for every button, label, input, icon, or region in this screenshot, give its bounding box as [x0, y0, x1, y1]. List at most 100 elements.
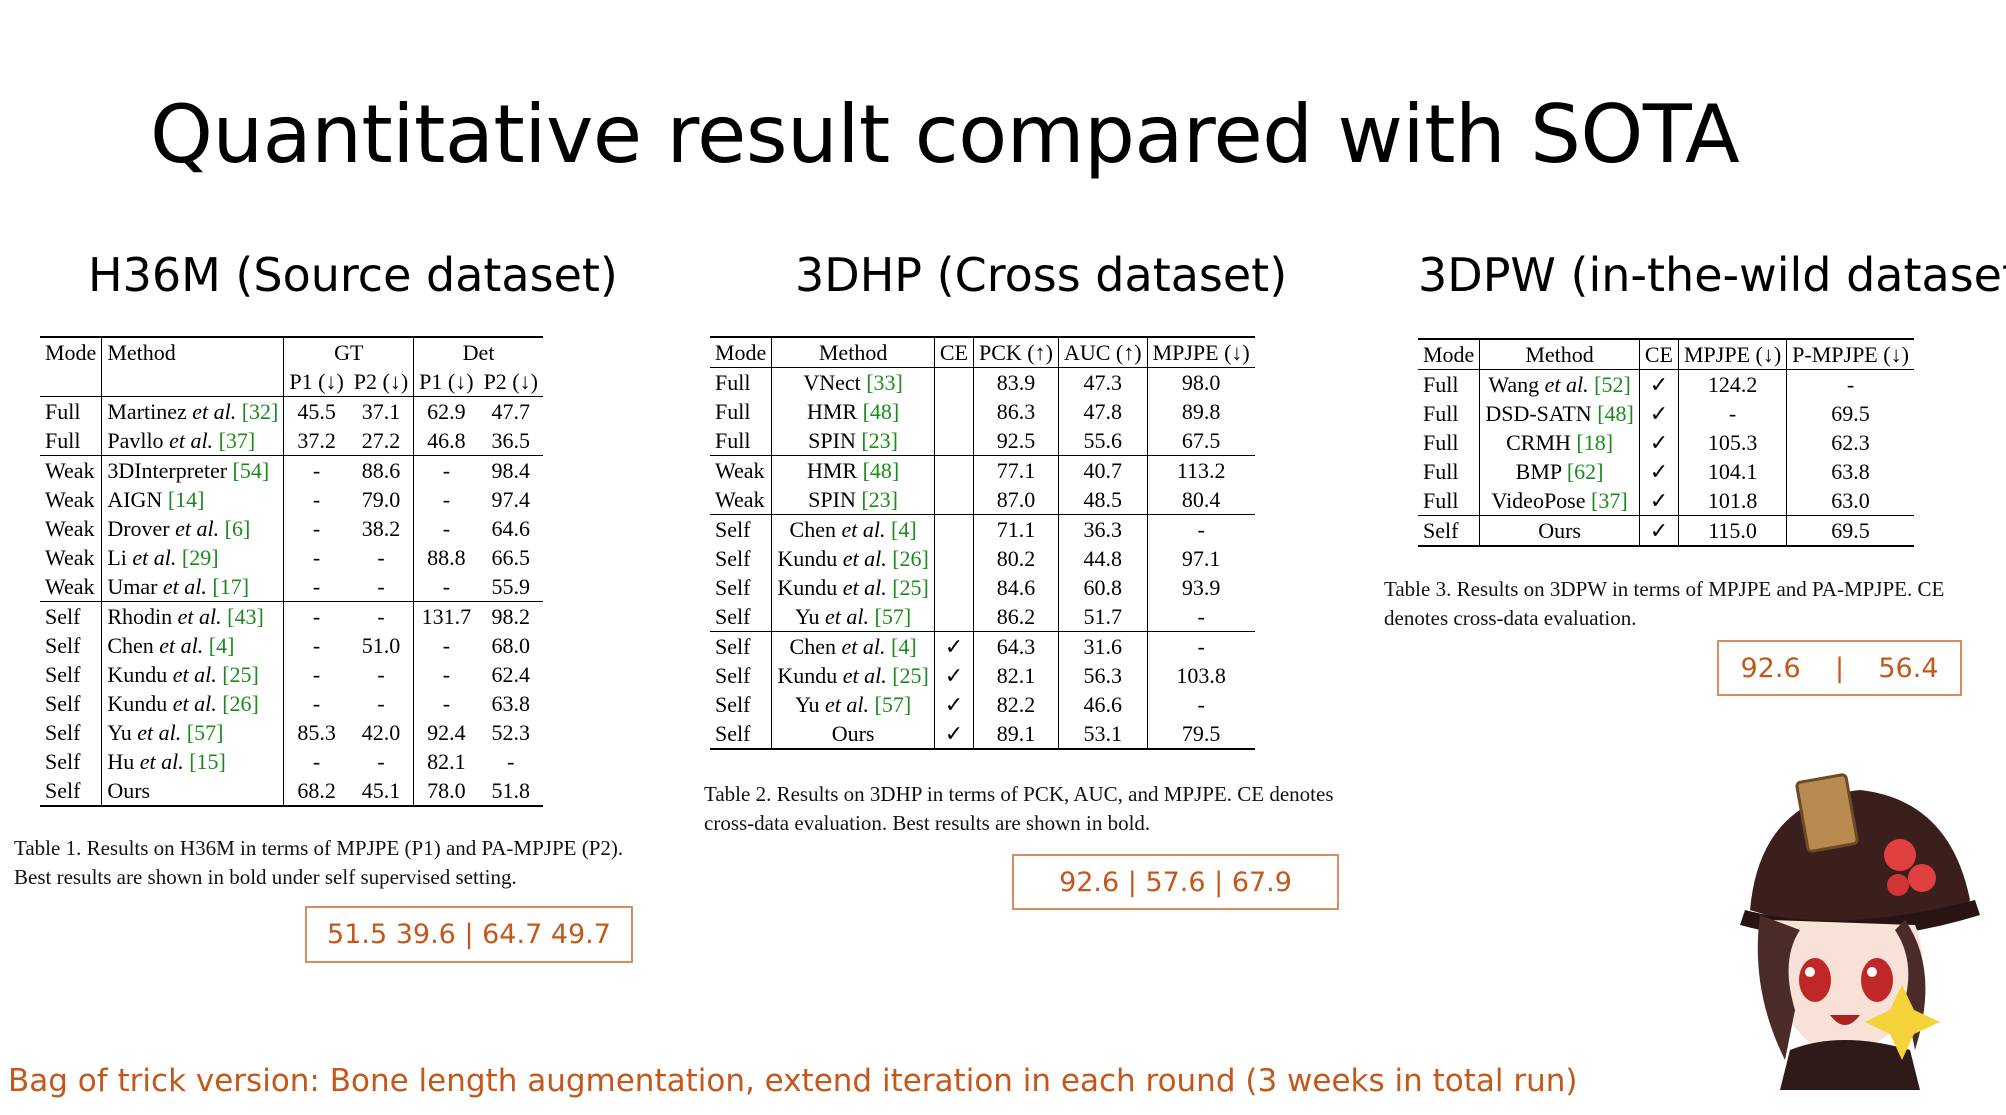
- table-cell: 42.0: [348, 718, 415, 747]
- table-cell: -: [442, 662, 451, 687]
- table-cell: 85.3: [297, 720, 336, 745]
- table-cell: 40.7: [1058, 455, 1148, 485]
- table-cell: [934, 367, 975, 397]
- col-mpjpe: MPJPE (↓): [1678, 339, 1788, 370]
- col-mpjpe: MPJPE (↓): [1147, 337, 1255, 368]
- table-cell: Self: [710, 573, 773, 602]
- table-row: Self Kundu et al. [26] 80.2 44.8 97.1: [710, 544, 1255, 573]
- table-cell: Self: [710, 544, 773, 573]
- table-row: Self Ours ✓ 89.1 53.1 79.5: [710, 719, 1255, 749]
- table-cell: ✓: [934, 661, 975, 690]
- citation-ref: [23]: [855, 487, 899, 512]
- table-cell: Yu et al. [57]: [101, 718, 285, 747]
- citation-ref: [17]: [206, 574, 250, 599]
- table-cell: 83.9: [973, 367, 1059, 397]
- table-cell: 36.3: [1058, 514, 1148, 544]
- table-row: Full Pavllo et al. [37] 37.2 27.2 46.8 36.5: [40, 426, 543, 456]
- table-cell: 69.5: [1831, 401, 1870, 426]
- citation-ref: [57]: [181, 720, 224, 745]
- table-cell: 92.5: [973, 426, 1059, 456]
- table-cell: Full: [40, 426, 103, 456]
- table-cell: 45.5: [297, 399, 336, 424]
- table-row: Self Yu et al. [57] 85.3 42.0 92.4 52.3: [40, 718, 543, 747]
- table-cell: -: [442, 633, 451, 658]
- col-mode: Mode: [40, 337, 103, 367]
- table-cell: -: [312, 545, 321, 570]
- citation-ref: [26]: [886, 546, 929, 571]
- table-row: Self Chen et al. [4] - 51.0 - 68.0: [40, 631, 543, 660]
- 3dpw-caption: Table 3. Results on 3DPW in terms of MPJ…: [1384, 577, 1945, 630]
- table-cell: 98.0: [1181, 370, 1221, 395]
- table-cell: ✓: [1639, 428, 1679, 457]
- table-cell: Full: [710, 426, 773, 456]
- table-cell: ✓: [1639, 457, 1679, 486]
- table-cell: -: [312, 574, 321, 599]
- h36m-heading: H36M (Source dataset): [88, 248, 618, 302]
- table-cell: 71.1: [973, 514, 1059, 544]
- table-cell: 63.0: [1831, 488, 1870, 513]
- table-cell: Weak: [710, 455, 773, 485]
- table-cell: 62.3: [1831, 430, 1870, 455]
- table-cell: 69.5: [1786, 515, 1914, 546]
- table-cell: Full: [1418, 428, 1481, 457]
- table-cell: DSD-SATN [48]: [1479, 399, 1640, 428]
- table-cell: 48.5: [1058, 485, 1148, 515]
- citation-ref: [33]: [860, 370, 903, 395]
- col-ce: CE: [934, 337, 975, 368]
- table-cell: 93.9: [1181, 575, 1221, 600]
- table-cell: Self: [710, 514, 773, 544]
- table-cell: 60.8: [1058, 573, 1148, 602]
- table-cell: ✓: [934, 631, 975, 661]
- table-cell: -: [348, 747, 415, 776]
- table-cell: 82.1: [427, 749, 466, 774]
- citation-ref: [4]: [203, 633, 235, 658]
- table-cell: Kundu et al. [25]: [101, 660, 285, 689]
- table-cell: -: [1678, 399, 1788, 428]
- citation-ref: [57]: [869, 604, 912, 629]
- table-row: Weak Li et al. [29] - -88.8 66.5: [40, 543, 543, 572]
- table-cell: 64.6: [491, 516, 531, 541]
- 3dhp-heading: 3DHP (Cross dataset): [795, 248, 1288, 302]
- table-cell: 103.8: [1176, 663, 1226, 688]
- table-cell: -: [348, 543, 415, 572]
- 3dhp-results-table: Mode Method CE PCK (↑) AUC (↑) MPJPE (↓)…: [710, 336, 1255, 750]
- table-cell: [934, 602, 975, 632]
- col-det: Det: [462, 340, 495, 365]
- table-cell: -: [348, 689, 415, 718]
- citation-ref: [48]: [1591, 401, 1634, 426]
- table-cell: -: [312, 516, 321, 541]
- table-cell: Self: [710, 631, 773, 661]
- col-det-p1: P1 (↓): [413, 367, 479, 397]
- mascot-face: [1757, 915, 1926, 1060]
- table-row: Self Ours ✓ 115.0 69.5: [1418, 515, 1914, 546]
- table-cell: 86.3: [973, 397, 1059, 426]
- table-cell: 77.1: [973, 455, 1059, 485]
- table-cell: Full: [710, 397, 773, 426]
- table-cell: Full: [1418, 369, 1481, 399]
- table-cell: 88.8: [427, 545, 466, 570]
- table-row: Full CRMH [18] ✓ 105.3 62.3: [1418, 428, 1914, 457]
- col-auc: AUC (↑): [1058, 337, 1148, 368]
- col-method: Method: [101, 337, 285, 367]
- col-gt-p2: P2 (↓): [348, 367, 415, 397]
- table-cell: 82.2: [973, 690, 1059, 719]
- h36m-caption: Table 1. Results on H36M in terms of MPJ…: [14, 836, 624, 889]
- table-cell: Self: [710, 661, 773, 690]
- citation-ref: [48]: [857, 399, 900, 424]
- table-cell: Ours: [101, 776, 285, 806]
- table-row: Self Ours 68.2 45.1 78.0 51.8: [40, 776, 543, 806]
- table-cell: -: [1147, 514, 1255, 544]
- table-cell: 113.2: [1147, 455, 1255, 485]
- table-cell: 53.1: [1058, 719, 1148, 749]
- citation-ref: [52]: [1588, 372, 1631, 397]
- table-cell: 104.1: [1678, 457, 1788, 486]
- table-cell: Weak: [710, 485, 773, 515]
- table-cell: [934, 426, 975, 456]
- table-cell: 68.2: [297, 778, 336, 803]
- citation-ref: [14]: [162, 487, 205, 512]
- table-cell: 38.2: [348, 514, 415, 543]
- table-cell: 45.1: [348, 776, 415, 806]
- 3dpw-heading: 3DPW (in-the-wild dataset): [1418, 248, 2006, 302]
- table-cell: -: [348, 601, 415, 631]
- table-cell: Self: [710, 690, 773, 719]
